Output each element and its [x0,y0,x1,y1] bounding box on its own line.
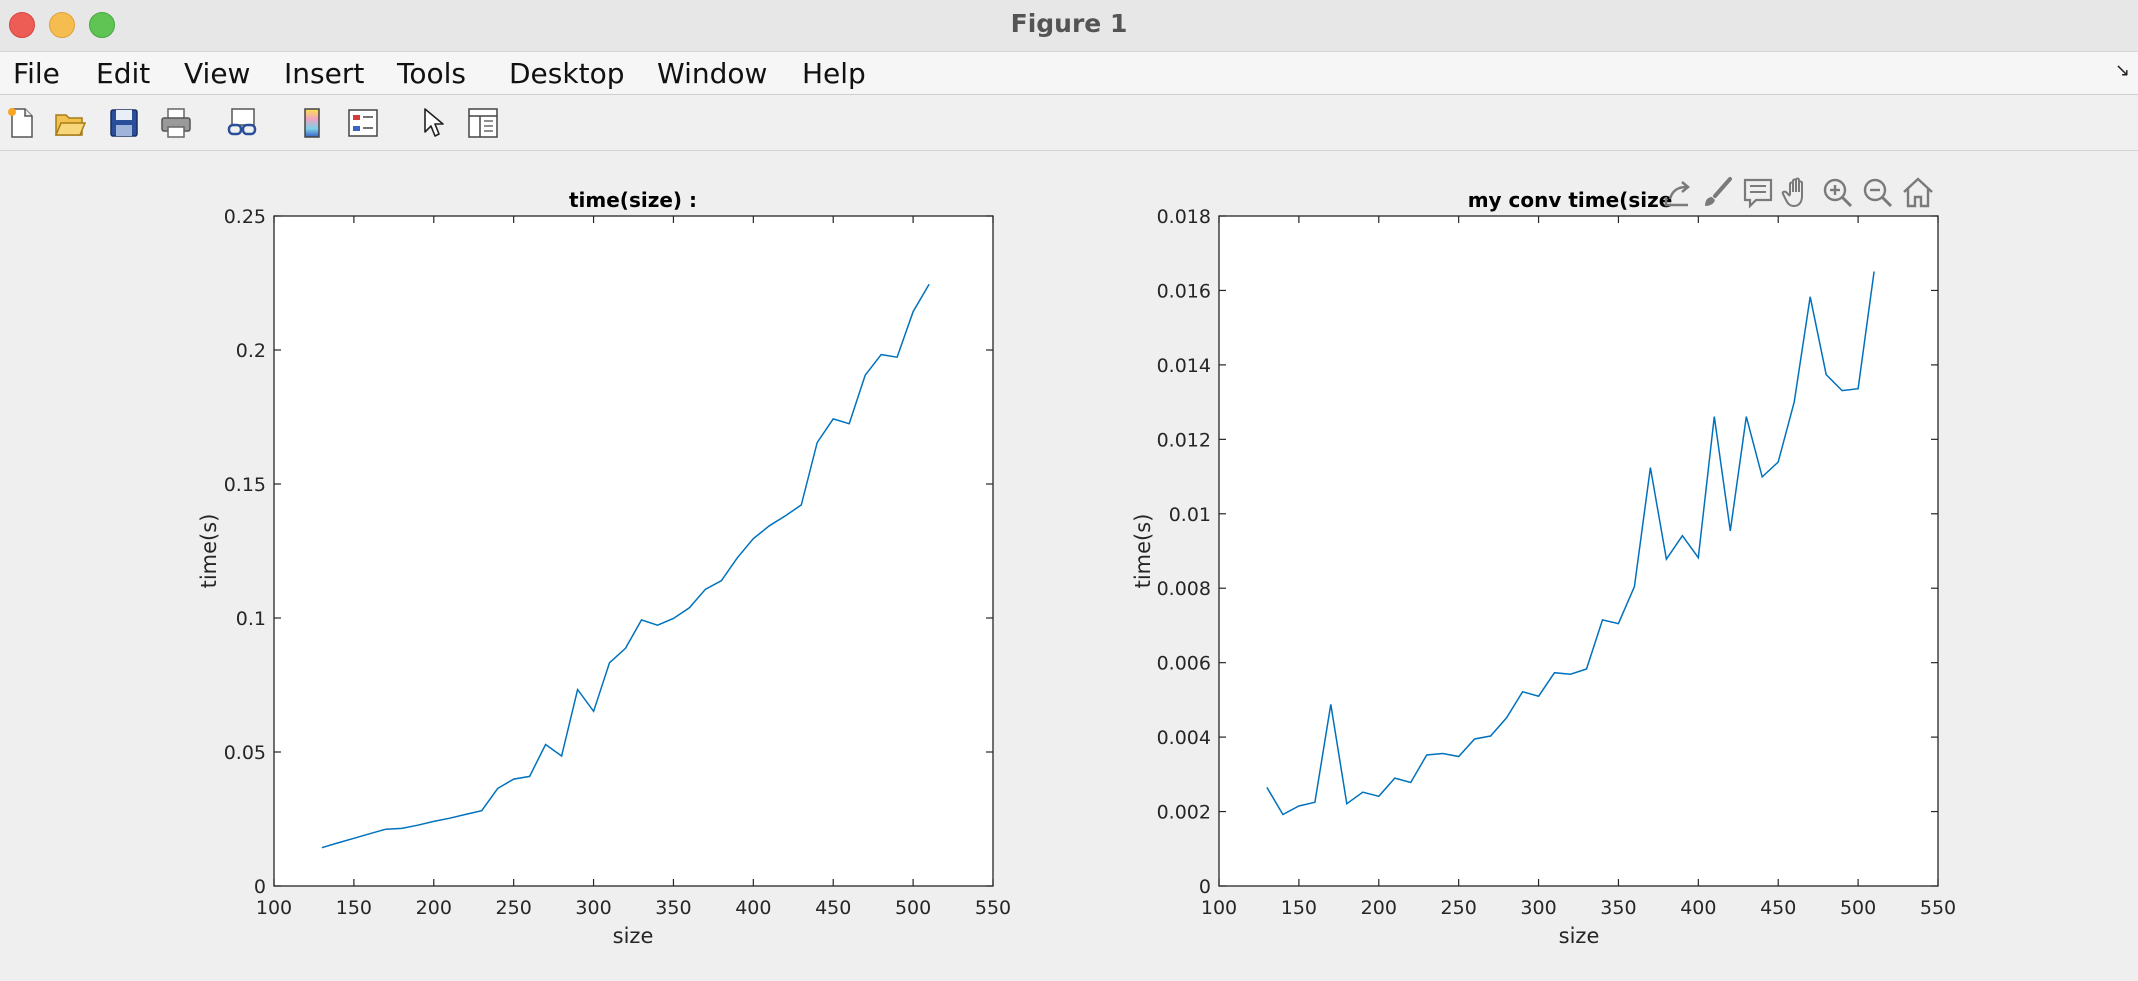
axes-1-xtick-label: 400 [735,897,771,919]
axes-1-xtick-label: 450 [815,897,851,919]
axes-2-xtick-label: 300 [1520,897,1556,919]
axes-1-ytick-label: 0.25 [224,206,266,228]
zoom-out-icon[interactable] [1860,175,1896,211]
axes-2-xtick-label: 450 [1760,897,1796,919]
axes-2-xtick-label: 500 [1840,897,1876,919]
axes-1-xtick-label: 300 [575,897,611,919]
axes-toolbar [1660,175,1940,215]
figure-canvas: 100 150 200 250 300 350 400 450 500 550 0 0.05 0.1 0.… [0,151,2138,976]
axes-2-xtick-label: 550 [1920,897,1956,919]
pan-icon[interactable] [1780,175,1816,211]
menu-window[interactable]: Window [657,57,768,90]
axes-2-ytick-label: 0.008 [1157,578,1211,600]
axes-1-series-line [321,283,930,849]
axes-1-xtick-label: 250 [496,897,532,919]
menu-insert[interactable]: Insert [284,57,365,90]
brush-icon[interactable] [1700,175,1736,211]
plots-svg: 100 150 200 250 300 350 400 450 500 550 0 0.05 0.1 0.… [197,188,1956,948]
minimize-window-button[interactable] [49,12,75,38]
axes-1-xtick-label: 100 [256,897,292,919]
axes-1-title: time(size) : [569,188,697,212]
axes-2-xtick-label: 350 [1600,897,1636,919]
axes-1-ylabel: time(s) [197,514,221,589]
colorbar-icon[interactable] [295,106,329,140]
axes-1-xtick-label: 150 [336,897,372,919]
window-title: Figure 1 [1010,9,1128,38]
dock-arrow-icon[interactable]: ↘ [2114,60,2130,80]
legend-icon[interactable] [346,106,380,140]
axes-1-ytick-label: 0.2 [236,340,266,362]
menu-edit[interactable]: Edit [96,57,151,90]
menu-desktop[interactable]: Desktop [509,57,625,90]
axes-2-ylabel: time(s) [1131,514,1155,589]
new-figure-icon[interactable] [4,106,38,140]
link-plot-icon[interactable] [226,106,260,140]
axes-2-ytick-label: 0.006 [1157,653,1211,675]
axes-2-ytick-label: 0.018 [1157,206,1211,228]
axes-2-xtick-label: 200 [1361,897,1397,919]
property-inspector-icon[interactable] [466,106,500,140]
axes-1-box [273,215,994,887]
close-window-button[interactable] [9,12,35,38]
menu-bar: File Edit View Insert Tools Desktop Wind… [0,52,2138,95]
axes-2-ytick-label: 0.004 [1157,727,1211,749]
menu-view[interactable]: View [184,57,251,90]
axes-1-ytick-label: 0 [254,876,266,898]
axes-2-xtick-label: 150 [1281,897,1317,919]
home-icon[interactable] [1900,175,1936,211]
axes-2-xtick-label: 100 [1201,897,1237,919]
axes-2-ytick-label: 0.012 [1157,429,1211,451]
menu-file[interactable]: File [13,57,60,90]
axes-2-box [1218,215,1939,887]
axes-2-ytick-label: 0.01 [1169,504,1211,526]
menu-help[interactable]: Help [802,57,866,90]
axes-2-ytick-label: 0 [1199,876,1211,898]
axes-1-xtick-label: 500 [895,897,931,919]
axes-1-ytick-label: 0.1 [236,608,266,630]
axes-1-xtick-label: 200 [416,897,452,919]
axes-2-xtick-label: 250 [1441,897,1477,919]
axes-2-title: my conv time(size [1468,188,1673,212]
axes-2-ytick-label: 0.014 [1157,355,1211,377]
axes-1-xlabel: size [613,924,654,948]
export-icon[interactable] [1660,175,1696,211]
open-file-icon[interactable] [53,106,87,140]
zoom-in-icon[interactable] [1820,175,1856,211]
figure-toolbar [0,95,2138,151]
save-icon[interactable] [107,106,141,140]
axes-1-xtick-label: 550 [975,897,1011,919]
axes-2-xlabel: size [1559,924,1600,948]
axes-1[interactable]: 100 150 200 250 300 350 400 450 500 550 0 0.05 0.1 0.… [197,188,1011,948]
axes-2-ytick-label: 0.002 [1157,802,1211,824]
menu-tools[interactable]: Tools [397,57,466,90]
axes-1-xtick-label: 350 [655,897,691,919]
zoom-window-button[interactable] [89,12,115,38]
axes-2[interactable]: 100 150 200 250 300 350 400 450 500 550 0 0.002 0.00… [1131,188,1956,948]
print-icon[interactable] [159,106,193,140]
title-bar: Figure 1 [0,0,2138,52]
axes-1-ytick-label: 0.15 [224,474,266,496]
axes-2-series-line [1266,271,1875,816]
axes-2-ytick-label: 0.016 [1157,280,1211,302]
axes-1-ytick-label: 0.05 [224,742,266,764]
axes-2-xtick-label: 400 [1680,897,1716,919]
data-tips-icon[interactable] [1740,175,1776,211]
pointer-icon[interactable] [416,106,450,140]
